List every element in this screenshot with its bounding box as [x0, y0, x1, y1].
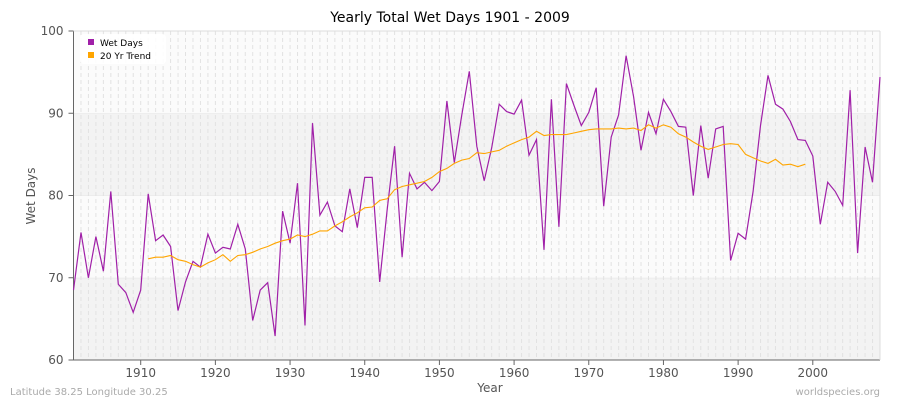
x-tick-label: 2000: [798, 366, 829, 380]
x-tick-label: 1980: [648, 366, 679, 380]
x-tick-label: 1930: [275, 366, 306, 380]
series-line-wet-days: [72, 55, 881, 337]
x-tick-label: 1970: [573, 366, 604, 380]
legend-swatch-trend: [88, 52, 94, 58]
y-tick-label: 100: [41, 24, 64, 38]
x-tick-label: 1940: [349, 366, 380, 380]
chart-title: Yearly Total Wet Days 1901 - 2009: [329, 10, 570, 26]
legend: Wet Days 20 Yr Trend: [80, 34, 166, 64]
y-tick-label: 90: [48, 106, 63, 120]
legend-label-trend: 20 Yr Trend: [100, 52, 151, 62]
y-tick-label: 70: [48, 271, 63, 285]
legend-swatch-wet-days: [88, 39, 94, 45]
series-line-20yr-trend: [148, 124, 806, 268]
x-tick-label: 1950: [424, 366, 455, 380]
x-tick-label: 1910: [125, 366, 156, 380]
y-tick-label: 80: [48, 189, 63, 203]
y-tick-label: 60: [48, 353, 63, 367]
footer-location: Latitude 38.25 Longitude 30.25: [10, 387, 168, 398]
y-axis-label: Wet Days: [24, 167, 38, 224]
legend-label-wet-days: Wet Days: [100, 39, 143, 49]
x-axis-label: Year: [476, 381, 502, 395]
x-tick-label: 1990: [723, 366, 754, 380]
grid-band: [73, 31, 880, 114]
footer-source: worldspecies.org: [796, 387, 880, 398]
x-tick-label: 1920: [200, 366, 231, 380]
x-tick-label: 1960: [499, 366, 530, 380]
